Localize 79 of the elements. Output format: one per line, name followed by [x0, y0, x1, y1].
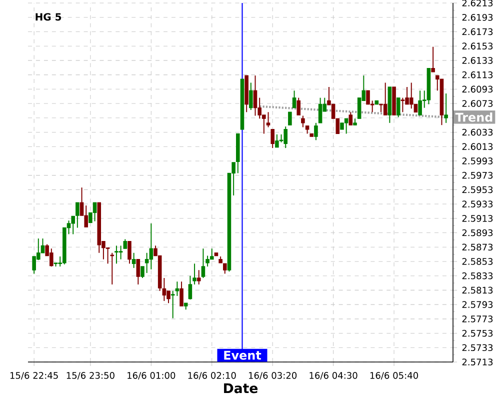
x-tick-label: 16/6 02:10 [188, 372, 236, 380]
candlestick [253, 75, 258, 116]
candlestick [84, 204, 88, 228]
candlestick [301, 115, 305, 128]
candlestick [396, 97, 400, 118]
y-tick-label: 2.6033 [462, 128, 493, 136]
candlestick [314, 122, 318, 141]
y-tick-label: 2.5873 [462, 244, 493, 251]
candlestick [92, 202, 97, 222]
x-tick-label: 15/6 22:45 [10, 372, 58, 380]
ref-line-label: Event [224, 350, 262, 360]
candlestick [188, 275, 192, 300]
candlestick [201, 248, 206, 278]
y-tick-label: 2.5713 [462, 358, 493, 366]
candlestick [270, 128, 274, 149]
x-tick-label: 16/6 05:40 [370, 372, 418, 380]
candlestick [140, 266, 144, 278]
candlestick [136, 258, 140, 285]
y-tick-label: 2.6193 [462, 14, 493, 21]
candlestick [249, 82, 253, 110]
series-label: Trend [455, 112, 492, 122]
y-tick-label: 2.5733 [462, 344, 493, 352]
x-axis-title: Date [224, 383, 258, 394]
text: HG 5 [36, 13, 62, 21]
candlestick [162, 277, 166, 302]
y-tick-label: 2.5993 [462, 158, 493, 164]
y-tick-label: 2.6093 [462, 86, 493, 93]
candlestick [431, 46, 435, 72]
y-tick-label: 2.5953 [462, 186, 493, 194]
candlestick [222, 263, 227, 274]
candlestick [383, 82, 388, 116]
candlestick [275, 134, 279, 148]
y-tick-label: 2.5833 [462, 272, 493, 280]
candlestick [444, 92, 448, 124]
candlestick [196, 270, 201, 285]
x-tick-label: 16/6 01:00 [128, 372, 176, 380]
candlestick [76, 202, 80, 228]
candlestick [318, 97, 322, 124]
y-tick-label: 2.5973 [462, 172, 493, 179]
x-tick-label: 16/6 04:30 [310, 372, 358, 380]
candlestick [180, 281, 184, 306]
candlestick [132, 252, 136, 268]
candlestick [284, 126, 288, 149]
y-tick-label: 2.5773 [462, 316, 493, 322]
candlestick [366, 90, 370, 105]
candlestick [348, 112, 353, 126]
y-tick-label: 2.5853 [462, 258, 493, 265]
candlestick [123, 238, 128, 250]
x-tick-label: 15/6 23:50 [66, 372, 114, 380]
candlestick [296, 97, 301, 116]
candlestick [149, 222, 154, 270]
y-tick-label: 2.5753 [462, 330, 493, 337]
candlestick [409, 82, 414, 110]
candlestick [192, 263, 196, 285]
y-tick-label: 2.6133 [462, 57, 493, 64]
y-tick-label: 2.5893 [462, 229, 493, 236]
candlestick [166, 290, 170, 304]
candlestick [210, 248, 214, 260]
candlestick [170, 290, 175, 319]
y-tick-label: 2.5933 [462, 200, 493, 208]
x-tick-label: 16/6 03:20 [249, 372, 297, 380]
y-tick-label: 2.6013 [462, 143, 493, 150]
candlestick [71, 216, 75, 235]
y-tick-label: 2.5793 [462, 301, 493, 308]
candlestick [110, 252, 114, 285]
y-tick-label: 2.6213 [462, 0, 493, 6]
y-tick-label: 2.6173 [462, 28, 493, 36]
y-tick-label: 2.6073 [462, 100, 493, 107]
y-tick-label: 2.6153 [462, 42, 493, 50]
y-tick-label: 2.5813 [462, 286, 493, 294]
candlestick [114, 245, 118, 264]
y-tick-label: 2.6113 [462, 71, 493, 78]
y-tick-label: 2.5913 [462, 214, 493, 222]
candlestick [400, 97, 405, 113]
candlestick [292, 90, 296, 108]
candlestick [288, 112, 292, 126]
candlestick [118, 245, 123, 260]
candlestick [266, 112, 270, 128]
candlestick [128, 240, 132, 264]
